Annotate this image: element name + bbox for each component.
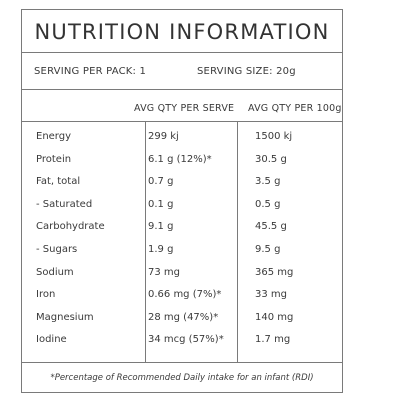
table-top-divider [22, 121, 342, 122]
table-row: Iron 0.66 mg (7%)* 33 mg [22, 283, 342, 306]
column-divider-2 [237, 121, 238, 363]
table-row: Protein 6.1 g (12%)* 30.5 g [22, 148, 342, 171]
qty-per-serve: 28 mg (47%)* [148, 311, 219, 323]
nutrient-name: Iron [36, 289, 56, 301]
qty-per-serve: 34 mcg (57%)* [148, 334, 224, 346]
qty-per-serve: 1.9 g [148, 243, 174, 255]
nutrient-name: Fat, total [36, 176, 81, 188]
qty-per-100g: 365 mg [255, 266, 294, 278]
nutrient-table: Energy 299 kj 1500 kj Protein 6.1 g (12%… [22, 121, 342, 351]
serving-size: SERVING SIZE: 20g [197, 66, 296, 77]
qty-per-serve: 9.1 g [148, 221, 174, 233]
qty-per-100g: 9.5 g [255, 243, 281, 255]
table-row: Fat, total 0.7 g 3.5 g [22, 170, 342, 193]
table-row: Energy 299 kj 1500 kj [22, 125, 342, 148]
nutrient-name: Iodine [36, 334, 67, 346]
table-row: Sodium 73 mg 365 mg [22, 261, 342, 284]
nutrition-panel: NUTRITION INFORMATION SERVING PER PACK: … [21, 9, 343, 393]
qty-per-100g: 1500 kj [255, 131, 293, 142]
table-row: Carbohydrate 9.1 g 45.5 g [22, 215, 342, 238]
qty-per-serve: 6.1 g (12%)* [148, 153, 212, 165]
qty-per-serve: 73 mg [148, 266, 180, 278]
nutrient-name: Sodium [36, 266, 74, 278]
qty-per-100g: 1.7 mg [255, 334, 291, 346]
qty-per-serve: 299 kj [148, 131, 179, 142]
qty-per-serve: 0.66 mg (7%)* [148, 289, 222, 301]
column-header-per-serve: AVG QTY PER SERVE [134, 103, 235, 114]
column-header-per-100g: AVG QTY PER 100g [248, 103, 342, 114]
qty-per-serve: 0.1 g [148, 198, 174, 210]
rdi-footnote: *Percentage of Recommended Daily intake … [50, 373, 314, 383]
nutrient-name: Protein [36, 153, 72, 165]
table-row: Iodine 34 mcg (57%)* 1.7 mg [22, 328, 342, 351]
nutrient-name: - Saturated [36, 198, 93, 210]
qty-per-100g: 140 mg [255, 311, 294, 323]
table-row: Magnesium 28 mg (47%)* 140 mg [22, 306, 342, 329]
table-row: - Saturated 0.1 g 0.5 g [22, 193, 342, 216]
nutrient-name: Magnesium [36, 311, 94, 323]
table-bottom-divider [22, 362, 342, 363]
qty-per-100g: 30.5 g [255, 153, 287, 165]
nutrient-name: Energy [36, 131, 72, 142]
nutrient-name: Carbohydrate [36, 221, 105, 233]
qty-per-100g: 45.5 g [255, 221, 287, 233]
qty-per-serve: 0.7 g [148, 176, 174, 188]
column-divider-1 [145, 121, 146, 363]
qty-per-100g: 0.5 g [255, 198, 281, 210]
serving-per-pack: SERVING PER PACK: 1 [34, 66, 147, 77]
panel-title: NUTRITION INFORMATION [22, 10, 342, 53]
qty-per-100g: 3.5 g [255, 176, 281, 188]
qty-per-100g: 33 mg [255, 289, 287, 301]
nutrient-name: - Sugars [36, 243, 78, 255]
table-row: - Sugars 1.9 g 9.5 g [22, 238, 342, 261]
serving-info: SERVING PER PACK: 1 SERVING SIZE: 20g [22, 53, 342, 90]
